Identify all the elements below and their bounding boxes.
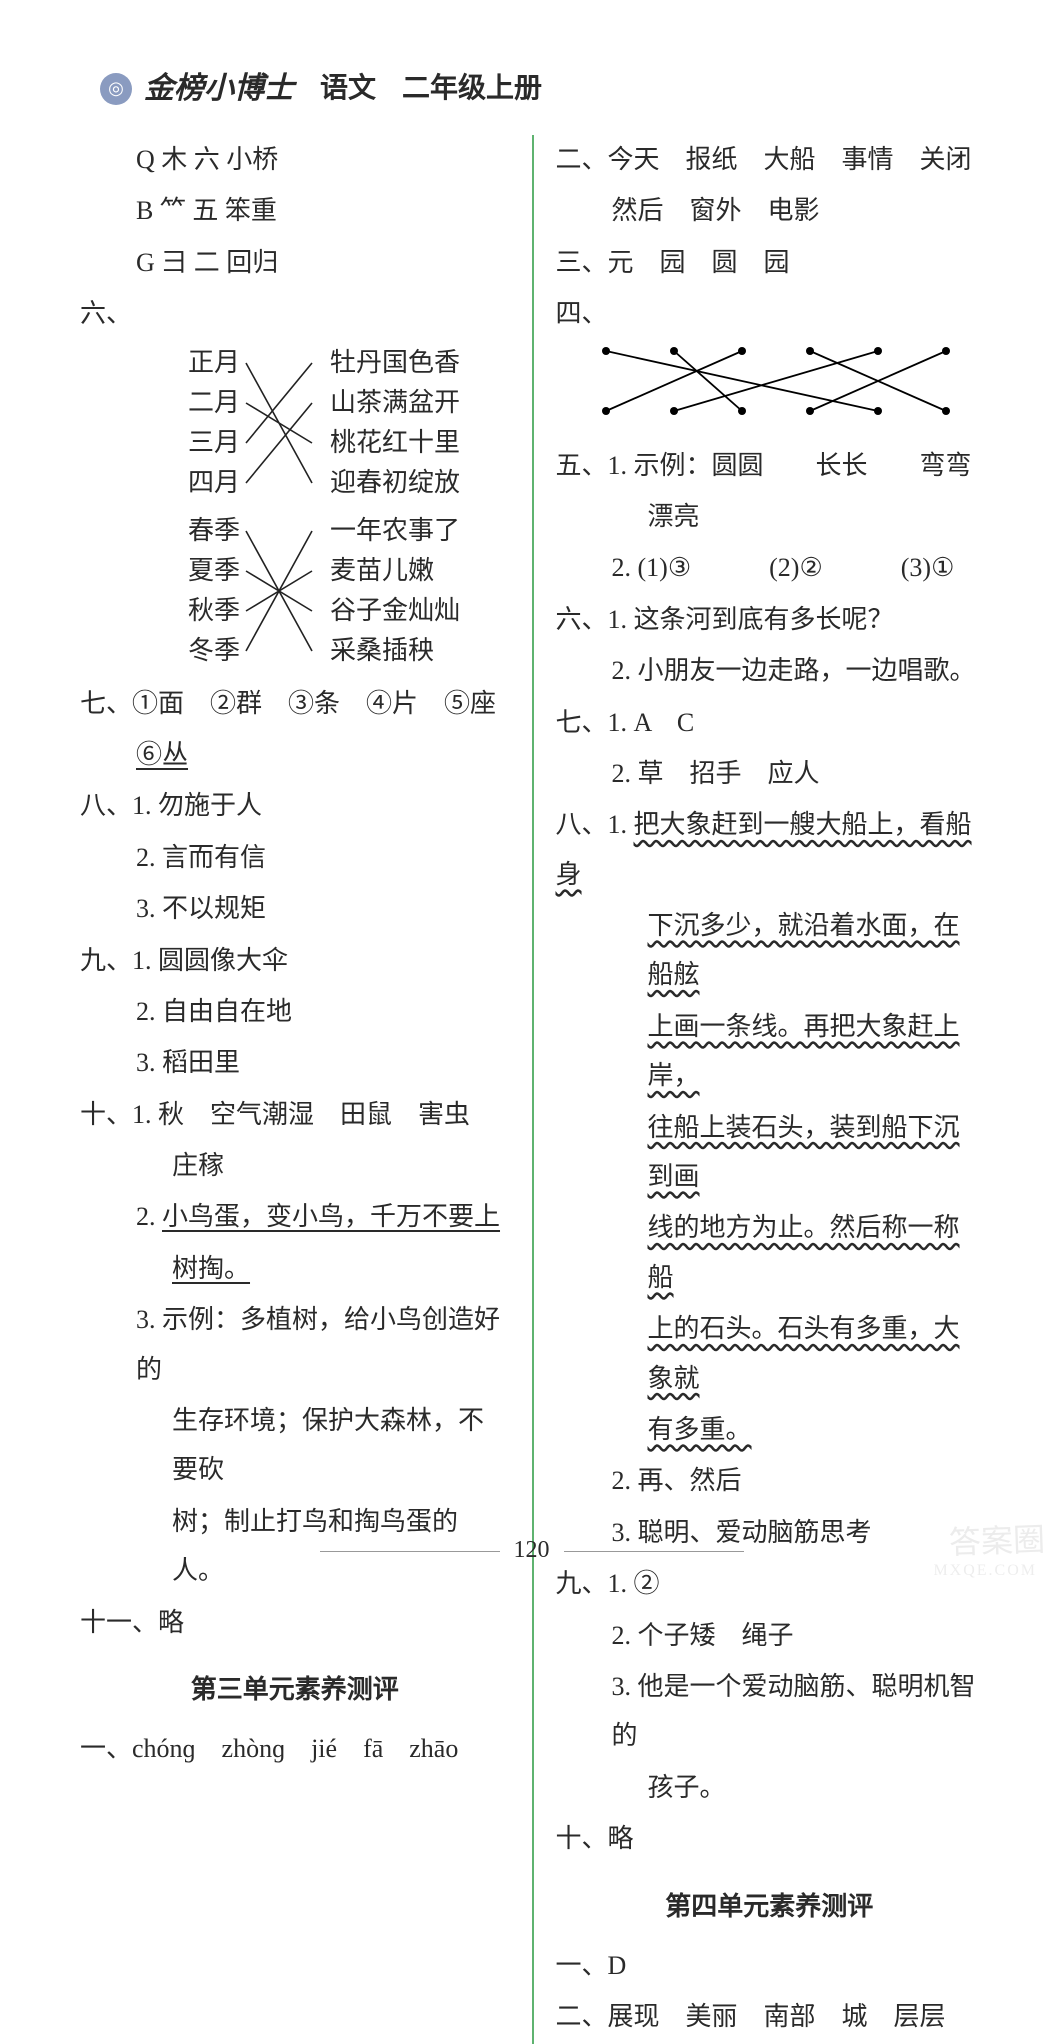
match-group-1: 正月 牡丹国色香 二月 山茶满盆开 三月 桃花红十里 四月 迎春初绽放 [180,343,510,503]
r-q5-2: 2. (1)③ (2)② (3)① [556,543,984,592]
brand-title: 金榜小博士 [144,60,294,117]
page-number: 120 [0,1528,1063,1574]
q7-line2: ⑥丛 [80,730,510,779]
r-q7-1: 七、1. A C [556,698,984,747]
q10-2b-u: 树掏。 [172,1254,250,1283]
r-q4-label: 四、 [556,289,984,338]
match-left-label: 四月 [180,458,240,507]
match-row: 秋季 谷子金灿灿 [180,591,510,631]
section4-title: 第四单元素养测评 [556,1882,984,1931]
row-q: Q 木 六 小桥 [80,135,510,184]
q10-3b: 生存环境；保护大森林，不要砍 [80,1396,510,1495]
r-q8-1c: 上画一条线。再把大象赶上岸， [556,1002,984,1101]
r-q8-1d: 往船上装石头，装到船下沉到画 [556,1103,984,1202]
s3-q1: 一、chónɡ zhònɡ jié fā zhāo [80,1724,510,1773]
q9-3: 3. 稻田里 [80,1038,510,1087]
match-left-label: 冬季 [180,626,240,675]
match-right-label: 迎春初绽放 [330,458,480,507]
r-q8-1f: 上的石头。石头有多重，大象就 [556,1304,984,1403]
logo-icon: ◎ [100,73,132,105]
match-row: 春季 一年农事了 [180,511,510,551]
match-row: 三月 桃花红十里 [180,423,510,463]
match-group-2: 春季 一年农事了 夏季 麦苗儿嫩 秋季 谷子金灿灿 冬季 采桑插秧 [180,511,510,671]
r-q8-w2: 下沉多少，就沿着水面，在船舷 [648,911,960,989]
row-b: B ⺮ 五 笨重 [80,186,510,235]
r-q9-3a: 3. 他是一个爱动脑筋、聪明机智的 [556,1662,984,1761]
r-q7-2: 2. 草 招手 应人 [556,749,984,798]
row-g: G 彐 二 回归 [80,238,510,287]
r-q6-2: 2. 小朋友一边走路，一边唱歌。 [556,646,984,695]
q8-2: 2. 言而有信 [80,833,510,882]
r-q8-w6: 上的石头。石头有多重，大象就 [648,1314,960,1392]
match-row: 正月 牡丹国色香 [180,343,510,383]
match-right-label: 采桑插秧 [330,626,480,675]
r-q9-2: 2. 个子矮 绳子 [556,1611,984,1660]
match-row: 夏季 麦苗儿嫩 [180,551,510,591]
r-q2a: 二、今天 报纸 大船 事情 关闭 [556,135,984,184]
q8-1: 八、1. 勿施于人 [80,781,510,830]
r-q8-1b: 下沉多少，就沿着水面，在船舷 [556,901,984,1000]
q7-underline: ⑥丛 [136,740,188,769]
match-row: 冬季 采桑插秧 [180,631,510,671]
r-q2b: 然后 窗外 电影 [556,186,984,235]
match-row: 二月 山茶满盆开 [180,383,510,423]
content-columns: Q 木 六 小桥 B ⺮ 五 笨重 G 彐 二 回归 六、 正月 牡丹国色香 二… [80,135,983,2044]
q10-1b: 庄稼 [80,1141,510,1190]
r-q3: 三、元 园 圆 园 [556,238,984,287]
r-q10: 十、略 [556,1814,984,1863]
q10-2b: 树掏。 [80,1244,510,1293]
right-column: 二、今天 报纸 大船 事情 关闭 然后 窗外 电影 三、元 园 圆 园 四、 五… [532,135,984,2044]
q10-3a: 3. 示例：多植树，给小鸟创造好的 [80,1295,510,1394]
q9-2: 2. 自由自在地 [80,987,510,1036]
r-q5-1b: 漂亮 [556,492,984,541]
s4-q1: 一、D [556,1941,984,1990]
q11: 十一、略 [80,1598,510,1647]
r-q5-1: 五、1. 示例：圆圆 长长 弯弯 [556,441,984,490]
r-q8-2: 2. 再、然后 [556,1456,984,1505]
left-column: Q 木 六 小桥 B ⺮ 五 笨重 G 彐 二 回归 六、 正月 牡丹国色香 二… [80,135,532,2044]
r-q8-1e: 线的地方为止。然后称一称船 [556,1203,984,1302]
subject-label: 语文 [320,62,376,115]
s4-q2: 二、展现 美丽 南部 城 层层 [556,1992,984,2041]
match-row: 四月 迎春初绽放 [180,463,510,503]
section3-title: 第三单元素养测评 [80,1665,510,1714]
six-label: 六、 [80,289,510,338]
grade-label: 二年级上册 [402,62,542,115]
r-q8-w7: 有多重。 [648,1415,752,1444]
r-q6-1: 六、1. 这条河到底有多长呢？ [556,595,984,644]
r-q9-3b: 孩子。 [556,1763,984,1812]
r-q8-1g: 有多重。 [556,1405,984,1454]
q10-1a: 十、1. 秋 空气潮湿 田鼠 害虫 [80,1090,510,1139]
r-q8-w3: 上画一条线。再把大象赶上岸， [648,1012,960,1090]
q7-line1: 七、①面 ②群 ③条 ④片 ⑤座 [80,679,510,728]
watermark-url: MXQE.COM [933,1556,1037,1586]
r-q8-pre: 八、1. [556,810,634,839]
q10-2a-u: 小鸟蛋，变小鸟，千万不要上 [162,1202,500,1231]
r-q8-w5: 线的地方为止。然后称一称船 [648,1213,960,1291]
r-q8-w4: 往船上装石头，装到船下沉到画 [648,1113,960,1191]
page-header: ◎ 金榜小博士 语文 二年级上册 [100,60,983,117]
q9-1: 九、1. 圆圆像大伞 [80,936,510,985]
q10-2a: 2. 小鸟蛋，变小鸟，千万不要上 [80,1192,510,1241]
r-q8-1a: 八、1. 把大象赶到一艘大船上，看船身 [556,800,984,899]
cross-match-diagram [596,341,984,431]
q8-3: 3. 不以规矩 [80,884,510,933]
